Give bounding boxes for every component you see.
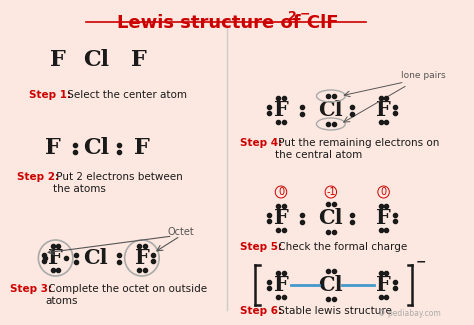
Text: F: F <box>50 49 65 71</box>
Text: F: F <box>273 275 288 295</box>
Text: F: F <box>273 208 288 228</box>
Text: Step 2:: Step 2: <box>17 172 59 182</box>
Text: Cl: Cl <box>319 208 343 228</box>
Text: F: F <box>376 208 391 228</box>
Text: F: F <box>45 137 61 159</box>
Text: Step 4:: Step 4: <box>240 138 282 148</box>
Text: Cl: Cl <box>319 275 343 295</box>
Text: Step 5:: Step 5: <box>240 242 282 252</box>
Text: F: F <box>135 248 149 268</box>
Text: −: − <box>416 255 427 268</box>
Text: −: − <box>300 8 310 21</box>
Text: Put the remaining electrons on
the central atom: Put the remaining electrons on the centr… <box>275 138 439 160</box>
Text: -1: -1 <box>326 187 336 197</box>
Text: Select the center atom: Select the center atom <box>64 90 187 100</box>
Text: Put 2 electrons between
the atoms: Put 2 electrons between the atoms <box>53 172 182 194</box>
Text: Lewis structure of ClF: Lewis structure of ClF <box>117 14 338 32</box>
Text: Cl: Cl <box>83 137 109 159</box>
Text: Cl: Cl <box>83 248 108 268</box>
Text: F: F <box>48 248 63 268</box>
Text: Step 6:: Step 6: <box>240 306 282 316</box>
Text: F: F <box>131 49 147 71</box>
Text: © pediabay.com: © pediabay.com <box>378 309 441 318</box>
Text: Step 3:: Step 3: <box>9 284 52 294</box>
Text: Complete the octet on outside
atoms: Complete the octet on outside atoms <box>45 284 207 306</box>
Text: 0: 0 <box>278 187 284 197</box>
Text: lone pairs: lone pairs <box>401 71 446 80</box>
Text: F: F <box>376 100 391 120</box>
Text: Step 1:: Step 1: <box>29 90 71 100</box>
Text: 0: 0 <box>381 187 387 197</box>
Text: Octet: Octet <box>168 227 194 237</box>
Text: 2: 2 <box>288 10 297 23</box>
Text: F: F <box>134 137 150 159</box>
Text: Stable lewis structure: Stable lewis structure <box>275 306 392 316</box>
Text: Cl: Cl <box>83 49 109 71</box>
Text: Cl: Cl <box>319 100 343 120</box>
Text: F: F <box>376 275 391 295</box>
Text: F: F <box>273 100 288 120</box>
Text: Check the formal charge: Check the formal charge <box>275 242 408 252</box>
